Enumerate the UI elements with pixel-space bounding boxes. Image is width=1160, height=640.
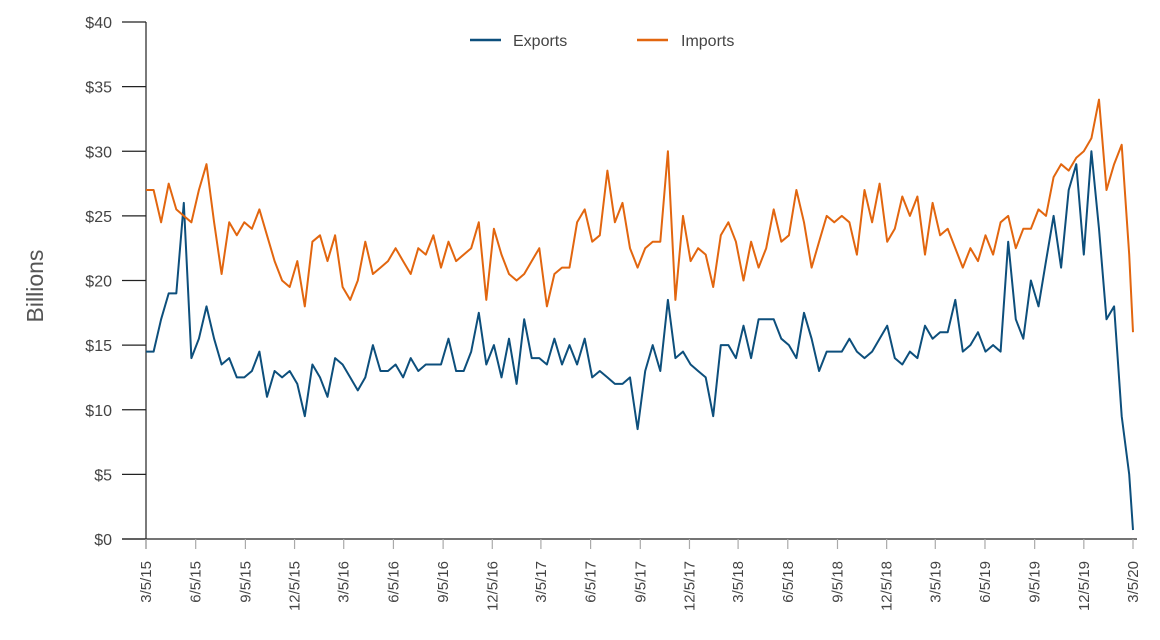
y-tick-label: $0 — [94, 532, 112, 549]
x-tick-label: 9/5/18 — [829, 561, 846, 603]
x-tick-label: 3/5/16 — [336, 561, 353, 603]
x-tick-label: 12/5/16 — [484, 561, 501, 611]
x-tick-label: 3/5/18 — [730, 561, 747, 603]
series-line-imports — [146, 98, 1134, 333]
x-tick-label: 6/5/16 — [385, 561, 402, 603]
y-tick-label: $40 — [85, 15, 112, 32]
legend-label-exports: Exports — [513, 33, 567, 50]
x-tick-label: 6/5/15 — [188, 561, 205, 603]
y-axis: $0 $5 $10 $15 $20 $25 $30 $35 $40 — [85, 15, 147, 549]
y-tick-label: $10 — [85, 403, 112, 420]
x-axis: 3/5/15 6/5/15 9/5/15 12/5/15 3/5/16 6/5/16 9/5… — [122, 538, 1142, 611]
x-tick-label: 6/5/18 — [780, 561, 797, 603]
x-tick-label: 9/5/17 — [632, 561, 649, 603]
x-tick-label: 6/5/19 — [977, 561, 994, 603]
legend-label-imports: Imports — [681, 33, 734, 50]
x-tick-label: 12/5/17 — [681, 561, 698, 611]
y-tick-label: $5 — [94, 467, 112, 484]
x-tick-label: 3/5/20 — [1125, 561, 1142, 603]
x-tick-label: 12/5/19 — [1076, 561, 1093, 611]
x-tick-label: 9/5/16 — [435, 561, 452, 603]
legend: Exports Imports — [470, 33, 734, 50]
y-tick-label: $25 — [85, 209, 112, 226]
x-tick-label: 3/5/15 — [138, 561, 155, 603]
y-axis-title: Billions — [22, 250, 48, 323]
x-tick-label: 9/5/19 — [1027, 561, 1044, 603]
x-tick-label: 3/5/17 — [533, 561, 550, 603]
x-tick-label: 3/5/19 — [927, 561, 944, 603]
y-tick-label: $20 — [85, 274, 112, 291]
y-tick-label: $30 — [85, 144, 112, 161]
y-tick-label: $15 — [85, 338, 112, 355]
x-tick-label: 12/5/18 — [879, 561, 896, 611]
x-tick-label: 9/5/15 — [237, 561, 254, 603]
series-lines — [146, 98, 1134, 531]
x-tick-label: 12/5/15 — [287, 561, 304, 611]
series-line-exports — [146, 150, 1134, 531]
y-tick-label: $35 — [85, 80, 112, 97]
x-tick-label: 6/5/17 — [583, 561, 600, 603]
